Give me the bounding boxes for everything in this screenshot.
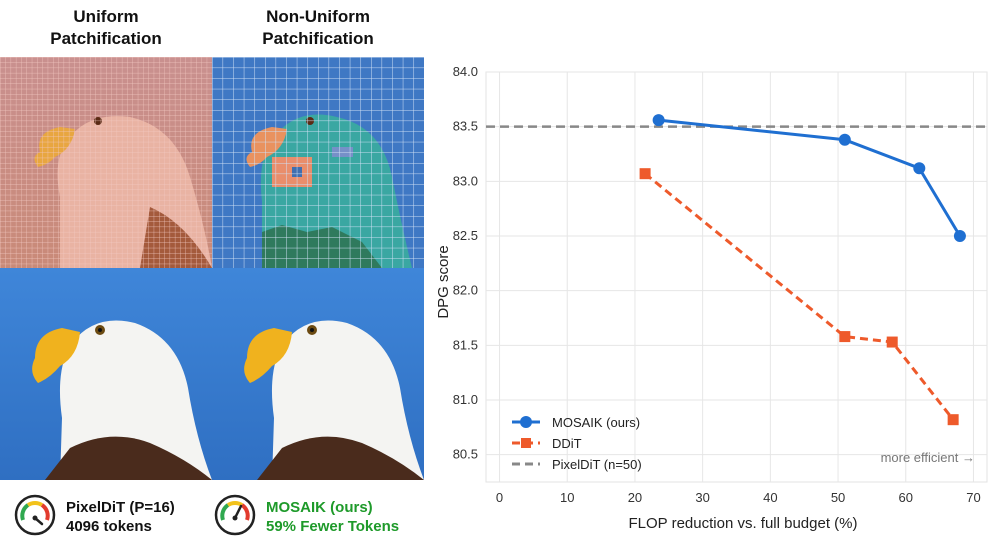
pixeldit-caption-line1: PixelDiT (P=16): [66, 499, 175, 516]
chart-axes: 0 10 20 30 40 50 60 70 80.5 81.0 81.5 82.0 82.5 83.0 8…: [453, 64, 981, 505]
ddit-point: [947, 414, 959, 426]
pixeldit-caption: PixelDiT (P=16) 4096 tokens: [14, 494, 210, 538]
y-axis-label: DPG score: [435, 245, 452, 318]
speedometer-fast-icon: [214, 494, 256, 536]
ddit-point: [886, 336, 898, 348]
legend-mosaik-label: MOSAIK (ours): [552, 415, 640, 430]
x-tick-label: 30: [695, 490, 709, 505]
y-tick-label: 81.5: [453, 337, 478, 352]
mosaik-series-line: [658, 118, 962, 237]
y-tick-label: 84.0: [453, 64, 478, 79]
mosaik-caption: MOSAIK (ours) 59% Fewer Tokens: [214, 494, 424, 538]
x-tick-label: 0: [496, 490, 503, 505]
y-tick-label: 81.0: [453, 392, 478, 407]
chart-grid: [485, 71, 988, 483]
non-uniform-title-line2: Patchification: [262, 29, 374, 48]
x-tick-label: 10: [560, 490, 574, 505]
x-tick-label: 50: [831, 490, 845, 505]
legend-pixeldit-label: PixelDiT (n=50): [552, 457, 642, 472]
legend-ddit-marker: [521, 438, 531, 448]
speedometer-slow-icon: [14, 494, 56, 536]
chart-series: [486, 114, 987, 426]
mosaik-point: [913, 162, 926, 175]
eagle-adaptive-grid-image: [212, 57, 424, 268]
x-tick-label: 60: [899, 490, 913, 505]
patchification-panel: Uniform Patchification Non-Uniform Patch…: [0, 0, 430, 542]
uniform-title-line2: Patchification: [50, 29, 162, 48]
mosaik-point: [838, 133, 851, 146]
plot-area: [485, 71, 988, 483]
dpg-score-chart: 0 10 20 30 40 50 60 70 80.5 81.0 81.5 82.0 82.5 83.0 8…: [435, 64, 988, 532]
x-axis-label: FLOP reduction vs. full budget (%): [629, 515, 858, 532]
mosaik-point: [953, 230, 966, 242]
ddit-series-line: [644, 172, 955, 421]
pixeldit-caption-line2: 4096 tokens: [66, 518, 152, 535]
x-tick-label: 70: [966, 490, 980, 505]
non-uniform-title: Non-Uniform Patchification: [212, 6, 424, 50]
dpg-chart-panel: 0 10 20 30 40 50 60 70 80.5 81.0 81.5 82.0 82.5 83.0 8…: [430, 0, 996, 542]
uniform-title-line1: Uniform: [73, 7, 139, 26]
eagle-generated-uniform-image: [0, 268, 212, 480]
ddit-point: [639, 168, 651, 180]
chart-legend: MOSAIK (ours) DDiT PixelDiT (n=50): [512, 415, 642, 472]
y-tick-label: 82.0: [453, 283, 478, 298]
uniform-title: Uniform Patchification: [0, 6, 212, 50]
legend-ddit-label: DDiT: [552, 436, 582, 451]
non-uniform-title-line1: Non-Uniform: [266, 7, 370, 26]
x-tick-label: 20: [628, 490, 642, 505]
mosaik-point: [652, 114, 665, 127]
legend-mosaik-marker: [520, 416, 532, 428]
ddit-point: [839, 331, 851, 343]
y-tick-label: 82.5: [453, 228, 478, 243]
mosaik-caption-line1: MOSAIK (ours): [266, 499, 373, 516]
mosaik-caption-text: MOSAIK (ours) 59% Fewer Tokens: [266, 498, 399, 536]
y-tick-label: 83.0: [453, 173, 478, 188]
mosaik-caption-line2: 59% Fewer Tokens: [266, 518, 400, 535]
pixeldit-caption-text: PixelDiT (P=16) 4096 tokens: [66, 498, 175, 536]
eagle-uniform-grid-image: [0, 57, 212, 268]
more-efficient-annotation: more efficient →: [881, 450, 975, 465]
eagle-generated-adaptive-image: [212, 268, 424, 480]
y-tick-label: 80.5: [453, 447, 478, 462]
y-tick-label: 83.5: [453, 119, 478, 134]
x-tick-label: 40: [763, 490, 777, 505]
